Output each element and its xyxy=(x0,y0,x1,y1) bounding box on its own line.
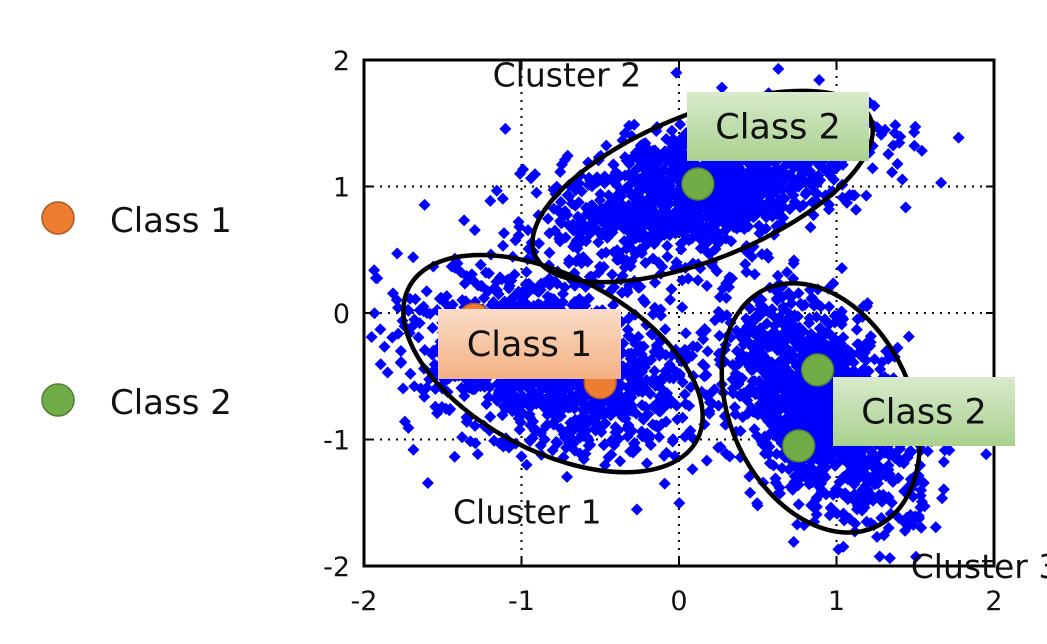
annotation-label: Class 1 xyxy=(467,325,592,365)
y-axis-ticks: 2 1 0 -1 -2 xyxy=(323,46,994,583)
cluster-ellipse xyxy=(719,280,922,535)
x-tick-label: -2 xyxy=(351,586,378,617)
legend: Class 1 Class 2 xyxy=(41,201,232,423)
legend-class2-label: Class 2 xyxy=(110,383,232,423)
cluster-label: Cluster 2 xyxy=(493,56,642,95)
y-tick-label: 0 xyxy=(333,299,350,330)
x-tick-label: 0 xyxy=(670,586,687,617)
x-tick-label: 1 xyxy=(828,586,845,617)
annotation-label: Class 2 xyxy=(861,393,986,433)
cluster-label: Cluster 1 xyxy=(453,493,602,532)
class2-point xyxy=(781,429,816,463)
annotation-sheen xyxy=(438,309,621,379)
y-tick-label: -2 xyxy=(323,552,350,583)
annotation-sheen xyxy=(833,377,1015,446)
x-axis-ticks: -2 -1 0 1 2 xyxy=(351,60,1003,617)
annotation-sheen xyxy=(687,92,869,161)
x-tick-label: 2 xyxy=(985,586,1002,617)
legend-class1-marker xyxy=(41,201,75,235)
class2-point xyxy=(800,353,835,387)
class-annotation-box: Class 2 xyxy=(833,377,1015,446)
class-annotation-box: Class 2 xyxy=(687,92,869,161)
cluster-label: Cluster 3 xyxy=(911,547,1047,586)
class-annotation-box: Class 1 xyxy=(438,309,621,379)
class2-point xyxy=(681,167,715,201)
cluster-ellipses xyxy=(401,88,922,535)
cluster-ellipse xyxy=(530,88,876,285)
y-tick-label: 2 xyxy=(333,46,350,77)
annotation-label: Class 2 xyxy=(715,108,840,148)
legend-class2-marker xyxy=(41,383,75,417)
y-tick-label: -1 xyxy=(323,426,350,457)
y-tick-label: 1 xyxy=(333,173,350,204)
class-annotations: Class 1 Class 2 Class 2 xyxy=(438,92,1015,446)
legend-class1-label: Class 1 xyxy=(110,201,232,241)
x-tick-label: -1 xyxy=(508,586,535,617)
cluster-labels: Cluster 1 Cluster 2 Cluster 3 xyxy=(453,56,1047,586)
cluster-ellipse xyxy=(401,252,705,475)
